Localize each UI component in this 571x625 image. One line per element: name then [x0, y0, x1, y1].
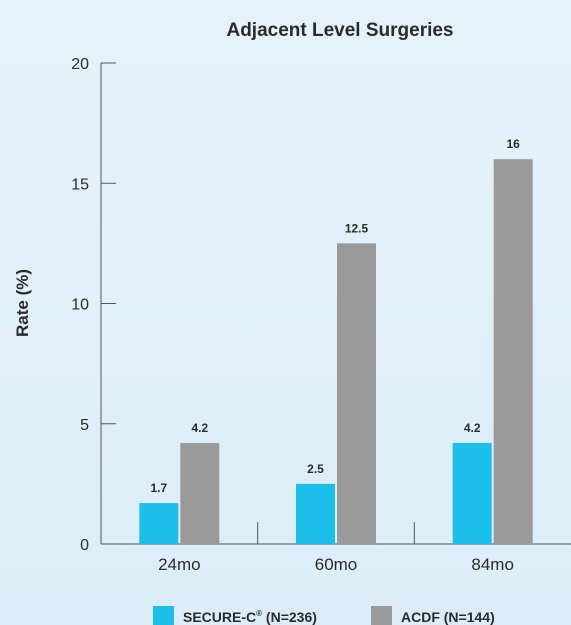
x-tick-label-24mo: 24mo: [158, 555, 201, 574]
legend-label-acdf: ACDF (N=144): [401, 609, 495, 625]
x-tick-label-84mo: 84mo: [471, 555, 514, 574]
legend-swatch-acdf: [371, 606, 392, 625]
bars: 1.7 4.2 2.5 12.5 4.2 16: [139, 137, 533, 544]
data-label: 4.2: [191, 421, 208, 435]
y-axis-label: Rate (%): [13, 269, 32, 337]
bar-acdf-24mo: [180, 442, 220, 544]
bar-secure-c-24mo: [139, 503, 179, 544]
data-label: 1.7: [150, 481, 167, 495]
legend-label-secure-c: SECURE-C® (N=236): [183, 609, 317, 625]
data-label: 4.2: [464, 421, 481, 435]
y-tick-label: 10: [71, 297, 89, 314]
y-tick-label: 5: [80, 417, 89, 434]
data-label: 2.5: [307, 462, 324, 476]
y-tick-label: 20: [71, 56, 89, 73]
legend-swatch-secure-c: [153, 606, 174, 625]
data-label: 12.5: [345, 221, 369, 235]
bar-acdf-60mo: [337, 243, 376, 544]
chart-title: Adjacent Level Surgeries: [226, 20, 453, 41]
legend: SECURE-C® (N=236) ACDF (N=144): [153, 606, 495, 625]
bar-secure-c-60mo: [296, 483, 335, 544]
bar-secure-c-84mo: [452, 442, 492, 544]
y-tick-label: 15: [71, 176, 89, 193]
data-label: 16: [506, 137, 520, 151]
axes: 0 5 10 15 20 24mo 60mo 84mo: [71, 56, 571, 574]
y-tick-label: 0: [80, 537, 89, 554]
bar-acdf-84mo: [493, 159, 533, 544]
x-tick-label-60mo: 60mo: [315, 555, 358, 574]
